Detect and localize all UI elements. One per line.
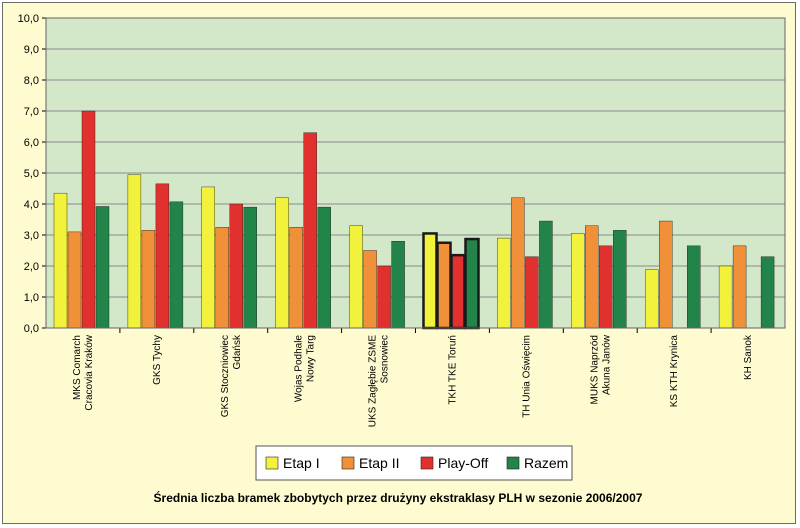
bar-etap-ii-5 — [363, 250, 377, 329]
y-tick-label: 0,0 — [24, 323, 39, 335]
category-label: GKS Tychy — [152, 335, 163, 385]
plot-border — [45, 17, 786, 329]
category-label: Nowy Targ — [306, 335, 317, 382]
bar-etap-i-8 — [571, 233, 585, 329]
y-tick-label: 8,0 — [24, 75, 39, 87]
bar-etap-ii-2 — [141, 230, 156, 329]
bar-etap-ii-7 — [511, 197, 525, 329]
category-label: GKS Stoczniowiec — [220, 335, 231, 417]
axes — [45, 17, 786, 329]
y-axis-tick-labels: 0,0 1,0 2,0 3,0 4,0 5,0 6,0 7,0 8,0 9,0 10,0 — [18, 13, 39, 335]
bar-play-off-8 — [599, 245, 613, 329]
bar-razem-6 — [464, 237, 480, 330]
y-tick-label: 3,0 — [24, 230, 39, 242]
category-label: Sosnowiec — [380, 335, 391, 383]
bar-play-off-4 — [303, 132, 317, 329]
bar-etap-i-9 — [645, 269, 659, 329]
y-tick-label: 10,0 — [18, 13, 39, 25]
bar-razem-10 — [760, 256, 775, 329]
bar-etap-ii-3 — [215, 227, 230, 329]
bar-etap-ii-4 — [289, 227, 303, 329]
bar-razem-9 — [687, 245, 701, 329]
y-tick-label: 7,0 — [24, 106, 39, 118]
bar-etap-i-7 — [497, 237, 511, 329]
bar-play-off-2 — [155, 183, 170, 329]
bar-play-off-5 — [377, 265, 391, 329]
legend-swatch — [341, 456, 355, 470]
bar-play-off-3 — [229, 203, 244, 329]
bar-razem-5 — [391, 240, 405, 329]
bar-razem-1 — [95, 206, 110, 329]
y-tick-label: 1,0 — [24, 292, 39, 304]
y-tick-label: 4,0 — [24, 199, 39, 211]
legend-swatch — [420, 456, 434, 470]
x-axis-category-labels: MKS Comarch Cracovia Kraków GKS Tychy GKS S… — [72, 334, 754, 427]
category-label: Akuna Janów — [601, 334, 612, 395]
bar-etap-ii-1 — [67, 231, 82, 329]
bar-etap-i-10 — [718, 265, 733, 329]
category-label: MKS Comarch — [72, 335, 83, 400]
legend-swatch — [506, 456, 520, 470]
bar-razem-8 — [613, 230, 627, 329]
legend-label: Razem — [524, 455, 568, 471]
y-tick-label: 6,0 — [24, 137, 39, 149]
bar-etap-ii-10 — [732, 245, 747, 329]
category-label: KH Sanok — [743, 334, 754, 380]
category-label: Gdańsk — [232, 334, 243, 369]
y-tick-label: 5,0 — [24, 168, 39, 180]
legend-label: Play-Off — [438, 455, 488, 471]
category-label: KS KTH Krynica — [669, 335, 680, 408]
y-tick-label: 9,0 — [24, 44, 39, 56]
category-label: TH Unia Oświęcim — [521, 335, 532, 418]
category-label: UKS Zagłębie ZSME — [368, 335, 379, 428]
category-label: Wojas Podhale — [294, 335, 305, 403]
chart-title: Średnia liczba bramek zbobytych przez dr… — [154, 490, 643, 505]
bar-razem-4 — [317, 206, 331, 329]
bar-etap-i-2 — [127, 174, 142, 329]
category-label: MUKS Naprzód — [589, 335, 600, 404]
legend-label: Etap II — [359, 455, 399, 471]
legend-box — [255, 445, 573, 481]
legend-label: Etap I — [283, 455, 320, 471]
bar-etap-i-3 — [201, 186, 216, 329]
category-label: Cracovia Kraków — [84, 334, 95, 410]
y-tick-label: 2,0 — [24, 261, 39, 273]
bar-play-off-7 — [525, 256, 539, 329]
bar-razem-7 — [539, 220, 553, 329]
category-label: TKH TKE Toruń — [447, 335, 458, 405]
bar-play-off-6 — [450, 253, 466, 330]
bar-etap-ii-6 — [436, 241, 452, 330]
legend-swatch — [265, 456, 279, 470]
bar-etap-i-5 — [349, 225, 363, 329]
legend: Etap I Etap II Play-Off Razem — [255, 445, 573, 481]
bars — [53, 110, 775, 330]
bar-etap-i-4 — [275, 197, 289, 329]
bar-razem-2 — [169, 201, 184, 329]
bar-etap-i-1 — [53, 192, 68, 329]
bar-play-off-1 — [81, 110, 96, 329]
bar-razem-3 — [243, 206, 258, 329]
bar-etap-ii-8 — [585, 225, 599, 329]
bar-etap-ii-9 — [659, 220, 673, 329]
bar-etap-i-6 — [422, 232, 438, 330]
